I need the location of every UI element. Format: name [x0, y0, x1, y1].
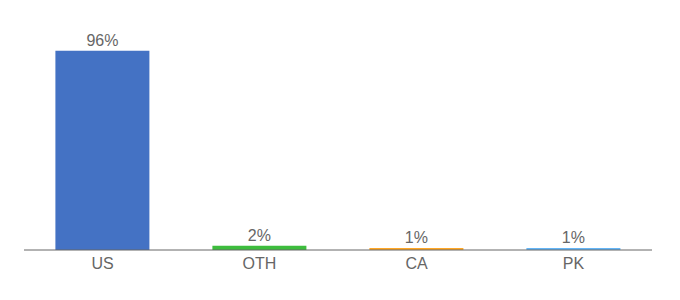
svg-text:2%: 2%: [248, 227, 271, 244]
svg-text:96%: 96%: [86, 32, 118, 49]
svg-text:OTH: OTH: [243, 255, 277, 272]
svg-text:US: US: [91, 255, 113, 272]
svg-text:PK: PK: [563, 255, 585, 272]
svg-text:CA: CA: [405, 255, 428, 272]
svg-text:1%: 1%: [562, 229, 585, 246]
svg-text:1%: 1%: [405, 229, 428, 246]
